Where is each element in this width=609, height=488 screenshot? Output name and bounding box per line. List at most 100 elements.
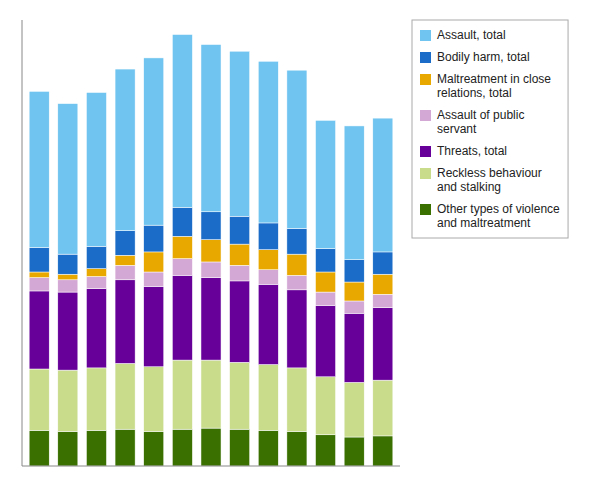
bar-segment (230, 281, 250, 362)
bar-segment (201, 428, 221, 466)
bar-segment (86, 430, 106, 466)
legend-swatch (420, 168, 431, 179)
bar-segment (230, 362, 250, 429)
bar-segment (58, 104, 78, 255)
x-axis (22, 466, 400, 467)
bar-segment (287, 275, 307, 289)
legend-swatch (420, 74, 431, 85)
bar-segment (316, 305, 336, 376)
bar-segment (29, 278, 49, 291)
bar-segment (258, 223, 278, 250)
bar-segment (344, 260, 364, 282)
bar-segment (230, 265, 250, 281)
bar-segment (316, 272, 336, 292)
y-axis (22, 20, 23, 466)
bar-segment (373, 308, 393, 380)
bar-segment (58, 431, 78, 466)
bar-segment (115, 265, 135, 279)
bar-segment (287, 368, 307, 432)
bar-segment (287, 254, 307, 275)
bar-segment (172, 275, 192, 360)
bar-segment (172, 360, 192, 429)
bar-segment (115, 255, 135, 265)
legend-label: Threats, total (437, 144, 507, 158)
bar-segment (258, 430, 278, 466)
legend: Assault, totalBodily harm, totalMaltreat… (412, 20, 568, 238)
bar-segment (373, 294, 393, 307)
bar-segment (201, 240, 221, 262)
bar-segment (230, 51, 250, 216)
bar-segment (86, 289, 106, 368)
bar-segment (29, 91, 49, 247)
bar-segment (316, 377, 336, 435)
legend-label: Assault of publicservant (437, 108, 524, 136)
bar-segment (230, 244, 250, 265)
bar-segment (58, 292, 78, 370)
bar-segment (144, 367, 164, 432)
bar-segment (86, 246, 106, 268)
bar-segment (29, 430, 49, 466)
bar-segment (172, 34, 192, 207)
legend-swatch (420, 110, 431, 121)
bar-segment (344, 282, 364, 301)
bar-segment (172, 236, 192, 258)
bar-segment (258, 250, 278, 270)
bar-segment (316, 120, 336, 248)
bar-segment (201, 278, 221, 361)
bar-segment (144, 286, 164, 366)
bar-segment (344, 437, 364, 466)
bar-segment (86, 269, 106, 277)
bar-segment (201, 45, 221, 212)
bar-segment (172, 207, 192, 236)
bar-segment (201, 212, 221, 240)
legend-swatch (420, 52, 431, 63)
legend-frame (412, 20, 568, 238)
bar-segment (115, 280, 135, 364)
bar-segment (373, 252, 393, 274)
bar-segment (58, 254, 78, 274)
bar-segment (172, 259, 192, 276)
bar-segment (287, 431, 307, 466)
bar-segment (201, 262, 221, 278)
bar-segment (115, 363, 135, 429)
bars (29, 34, 393, 466)
bar-segment (172, 429, 192, 466)
bar-segment (344, 382, 364, 437)
bar-segment (29, 291, 49, 369)
legend-swatch (420, 30, 431, 41)
bar-segment (258, 270, 278, 284)
bar-segment (230, 216, 250, 244)
bar-segment (29, 272, 49, 278)
bar-segment (373, 380, 393, 436)
bar-segment (144, 272, 164, 286)
bar-segment (144, 431, 164, 466)
bar-segment (115, 231, 135, 256)
bar-segment (29, 247, 49, 272)
bar-segment (115, 429, 135, 466)
legend-swatch (420, 146, 431, 157)
bar-segment (287, 229, 307, 255)
legend-label: Maltreatment in closerelations, total (437, 72, 551, 100)
bar-segment (58, 280, 78, 292)
legend-label: Other types of violenceand maltreatment (437, 202, 560, 230)
chart: Assault, totalBodily harm, totalMaltreat… (0, 0, 609, 488)
legend-swatch (420, 204, 431, 215)
bar-segment (344, 313, 364, 382)
bar-segment (29, 369, 49, 430)
bar-segment (287, 290, 307, 368)
bar-segment (144, 225, 164, 252)
legend-label: Bodily harm, total (437, 50, 530, 64)
bar-segment (201, 360, 221, 428)
bar-segment (373, 274, 393, 294)
bar-segment (316, 292, 336, 305)
bar-segment (373, 436, 393, 466)
bar-segment (58, 274, 78, 280)
bar-segment (230, 429, 250, 466)
bar-segment (115, 69, 135, 231)
bar-segment (86, 276, 106, 288)
bar-segment (344, 301, 364, 313)
bar-segment (144, 58, 164, 225)
bar-segment (258, 365, 278, 431)
bar-segment (58, 370, 78, 431)
bar-segment (373, 118, 393, 252)
